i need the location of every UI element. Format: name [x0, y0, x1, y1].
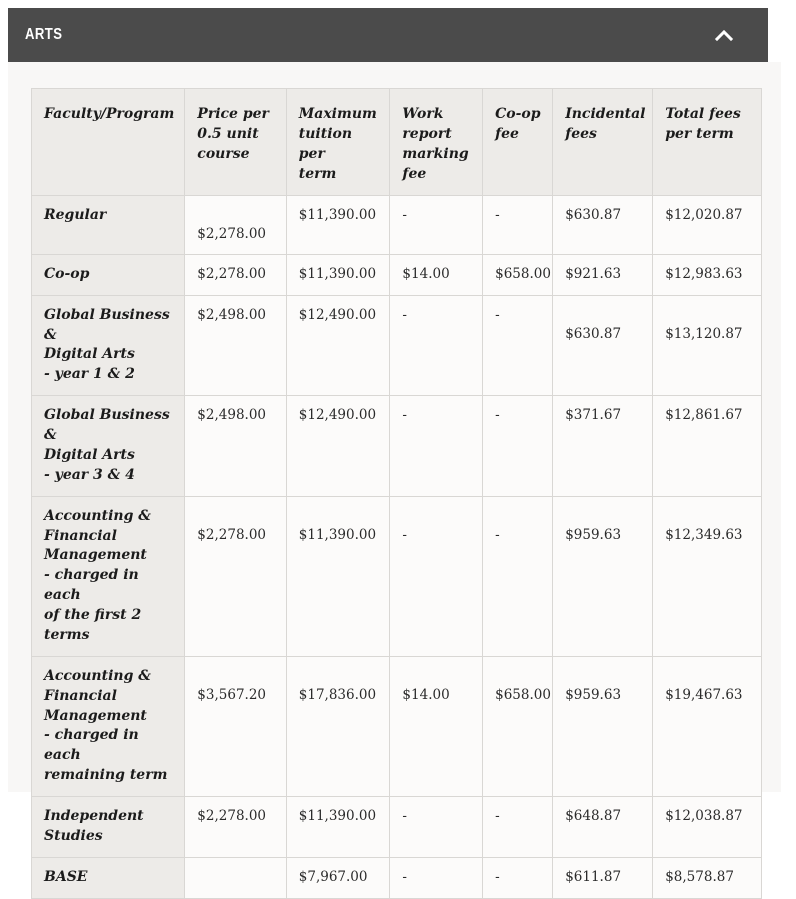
accordion-header-arts[interactable]: ARTS — [8, 8, 768, 62]
fee-cell: $13,120.87 — [652, 294, 762, 397]
column-header-0: Faculty/Program — [30, 88, 186, 196]
fee-cell: $648.87 — [552, 796, 654, 858]
fee-cell: $14.00 — [389, 655, 484, 798]
fee-cell: $630.87 — [552, 294, 654, 397]
fee-cell: $7,967.00 — [285, 856, 391, 899]
column-header-6: Total fees per term — [652, 88, 762, 196]
column-header-2: Maximum tuition per term — [285, 88, 391, 196]
fee-cell: $2,498.00 — [184, 294, 287, 397]
fee-cell: $959.63 — [552, 655, 654, 798]
fee-cell: - — [389, 856, 484, 899]
fee-cell: $371.67 — [552, 395, 654, 497]
page: ARTS Faculty/Program Price per 0.5 unit c… — [8, 8, 781, 899]
fee-cell: - — [482, 194, 554, 255]
program-cell: Global Business & Digital Arts - year 1 … — [30, 294, 186, 397]
fee-cell: $12,349.63 — [652, 495, 762, 657]
fee-cell: $12,861.67 — [652, 395, 762, 497]
fee-cell: $12,020.87 — [652, 194, 762, 255]
fee-cell: - — [482, 495, 554, 657]
fees-panel: Faculty/Program Price per 0.5 unit course… — [8, 62, 781, 899]
fee-cell: $3,567.20 — [184, 655, 287, 798]
fee-cell: $17,836.00 — [285, 655, 391, 798]
fee-cell: $12,038.87 — [652, 796, 762, 858]
fee-cell: $2,278.00 — [184, 194, 287, 255]
column-header-5: Incidental fees — [552, 88, 654, 196]
fee-cell: - — [389, 294, 484, 397]
fee-cell: $921.63 — [552, 253, 654, 296]
fee-cell: $11,390.00 — [285, 194, 391, 255]
fee-cell: $12,490.00 — [285, 294, 391, 397]
table-row-0: Regular $2,278.00 $11,390.00- - $630.87 $12,… — [30, 194, 762, 255]
table-header-row: Faculty/Program Price per 0.5 unit course… — [30, 88, 762, 196]
table-row-1: Co-op $2,278.00 $11,390.00 $14.00 $658.00 $92… — [30, 253, 762, 296]
fee-cell: $12,983.63 — [652, 253, 762, 296]
fee-cell: - — [482, 856, 554, 899]
program-cell: Co-op — [30, 253, 186, 296]
fee-cell: - — [482, 395, 554, 497]
table-row-6: Independent Studies $2,278.00 $11,390.00- -… — [30, 796, 762, 858]
fee-cell: $19,467.63 — [652, 655, 762, 798]
table-row-7: BASE $7,967.00- - $611.87 $8,578.87 — [30, 856, 762, 899]
accordion-title: ARTS — [25, 26, 63, 43]
fee-cell: $11,390.00 — [285, 253, 391, 296]
fee-cell: $2,278.00 — [184, 495, 287, 657]
fee-cell: - — [482, 294, 554, 397]
fees-table: Faculty/Program Price per 0.5 unit course… — [30, 88, 762, 899]
fee-cell: $11,390.00 — [285, 495, 391, 657]
fee-cell: $630.87 — [552, 194, 654, 255]
table-row-5: Accounting & Financial Management - char… — [30, 655, 762, 798]
fee-cell: $14.00 — [389, 253, 484, 296]
fee-cell: - — [389, 495, 484, 657]
fee-cell: $959.63 — [552, 495, 654, 657]
fee-cell: $11,390.00 — [285, 796, 391, 858]
column-header-4: Co-op fee — [482, 88, 554, 196]
chevron-up-icon[interactable] — [714, 28, 734, 42]
table-row-3: Global Business & Digital Arts - year 3 … — [30, 395, 762, 497]
table-row-4: Accounting & Financial Management - char… — [30, 495, 762, 657]
column-header-1: Price per 0.5 unit course — [184, 88, 287, 196]
program-cell: Global Business & Digital Arts - year 3 … — [30, 395, 186, 497]
fee-cell: $2,278.00 — [184, 253, 287, 296]
fee-cell — [184, 856, 287, 899]
program-cell: Accounting & Financial Management - char… — [30, 495, 186, 657]
column-header-3: Work report marking fee — [389, 88, 484, 196]
fee-cell: - — [389, 796, 484, 858]
table-row-2: Global Business & Digital Arts - year 1 … — [30, 294, 762, 397]
fee-cell: - — [389, 194, 484, 255]
program-cell: Independent Studies — [30, 796, 186, 858]
fee-cell: $12,490.00 — [285, 395, 391, 497]
fee-cell: $2,498.00 — [184, 395, 287, 497]
fee-cell: $611.87 — [552, 856, 654, 899]
fee-cell: $2,278.00 — [184, 796, 287, 858]
fee-cell: $8,578.87 — [652, 856, 762, 899]
program-cell: BASE — [30, 856, 186, 899]
fee-cell: $658.00 — [482, 655, 554, 798]
fee-cell: - — [389, 395, 484, 497]
program-cell: Regular — [30, 194, 186, 255]
fee-cell: - — [482, 796, 554, 858]
program-cell: Accounting & Financial Management - char… — [30, 655, 186, 798]
fee-cell: $658.00 — [482, 253, 554, 296]
